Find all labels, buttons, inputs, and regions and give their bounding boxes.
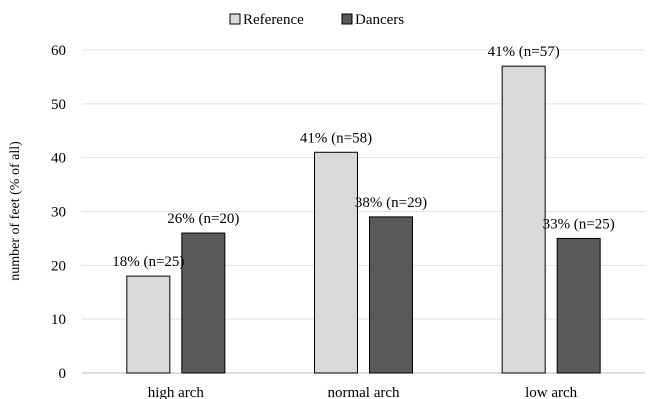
bar-dancers-normal-arch bbox=[369, 216, 413, 374]
x-category-label: high arch bbox=[148, 385, 205, 399]
y-tick-label: 0 bbox=[59, 366, 67, 382]
x-category-label: normal arch bbox=[327, 385, 400, 399]
data-label: 26% (n=20) bbox=[167, 211, 239, 227]
data-label: 33% (n=25) bbox=[543, 216, 615, 232]
data-label: 38% (n=29) bbox=[355, 195, 427, 211]
legend-swatch-dancers bbox=[341, 13, 353, 25]
legend-label-dancers: Dancers bbox=[355, 12, 404, 28]
y-tick-label: 40 bbox=[51, 151, 66, 167]
legend-swatch-reference bbox=[229, 13, 241, 25]
bar-dancers-low-arch bbox=[556, 237, 601, 374]
data-label: 41% (n=57) bbox=[488, 44, 560, 60]
bar-dancers-high-arch bbox=[181, 232, 226, 374]
gridlines bbox=[82, 49, 645, 374]
data-label: 41% (n=58) bbox=[300, 130, 372, 146]
bar-reference-low-arch bbox=[501, 65, 546, 374]
x-category-label: low arch bbox=[525, 385, 578, 399]
data-labels: 18% (n=25) 26% (n=20) 41% (n=58) 38% (n=29)… bbox=[112, 44, 615, 270]
y-tick-label: 60 bbox=[51, 43, 66, 59]
legend-label-reference: Reference bbox=[243, 12, 304, 28]
y-axis-title: number of feet (% of all) bbox=[8, 141, 23, 281]
bar-reference-normal-arch bbox=[314, 151, 358, 374]
legend: Reference Dancers bbox=[229, 12, 404, 28]
data-label: 18% (n=25) bbox=[112, 254, 184, 270]
y-tick-label: 20 bbox=[51, 258, 66, 274]
y-axis-ticks: 0 10 20 30 40 50 60 bbox=[51, 43, 66, 382]
y-tick-label: 50 bbox=[51, 97, 66, 113]
x-axis-categories: high arch normal arch low arch bbox=[148, 385, 578, 399]
y-tick-label: 10 bbox=[51, 312, 66, 328]
y-tick-label: 30 bbox=[51, 205, 66, 221]
bar-reference-high-arch bbox=[126, 275, 171, 374]
bars bbox=[126, 65, 601, 374]
